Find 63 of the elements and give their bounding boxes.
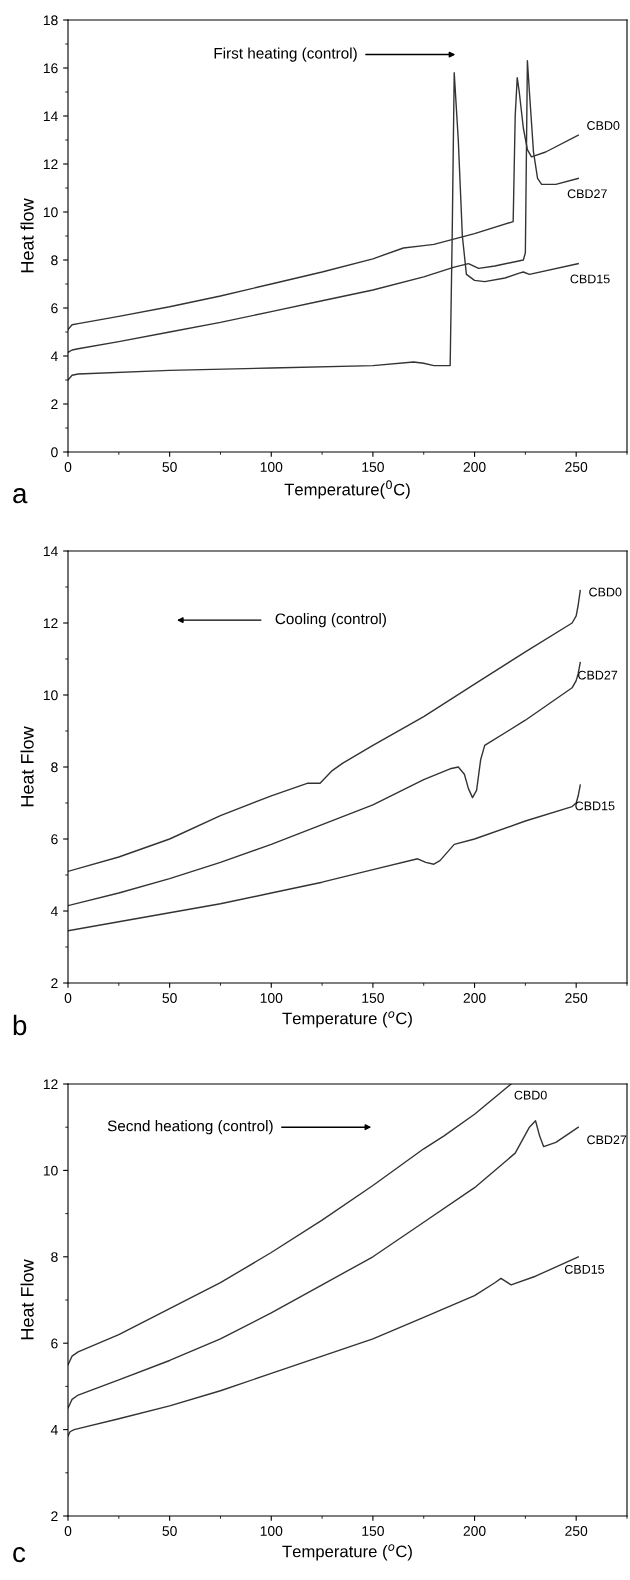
series-label: CBD0 (589, 587, 622, 597)
y-tick-label: 6 (51, 834, 58, 845)
x-tick-label: 0 (64, 993, 72, 1003)
series-label: CBD0 (514, 1090, 547, 1100)
x-tick-label: 50 (162, 462, 177, 472)
y-tick-label: 10 (43, 207, 58, 218)
y-tick-label: 12 (43, 618, 58, 629)
y-tick-label: 10 (43, 690, 58, 701)
y-tick-label: 2 (51, 399, 58, 410)
x-tick-label: 50 (162, 1526, 177, 1536)
series-label: CBD27 (567, 189, 607, 199)
y-tick-label: 4 (50, 906, 58, 917)
annotation: Cooling (control) (275, 613, 386, 628)
y-tick-label: 8 (51, 255, 58, 266)
text: a (13, 488, 28, 504)
y-tick-label: 4 (50, 351, 58, 362)
y-tick-label: 4 (50, 1425, 58, 1435)
x-tick-label: 200 (463, 1526, 486, 1536)
x-tick-label: 0 (64, 462, 72, 472)
x-tick-label: 250 (565, 993, 588, 1003)
x-tick-label: 250 (565, 462, 588, 472)
series-label: CBD15 (564, 1264, 605, 1274)
y-tick-label: 14 (43, 546, 58, 557)
x-axis-title: Temperature ($^{o}$C) (282, 1544, 412, 1561)
y-tick-label: 10 (43, 1165, 58, 1176)
y-tick-label: 8 (51, 1252, 58, 1262)
y-tick-label: 6 (51, 1338, 58, 1349)
x-axis-title: Temperature($^{0}$C) (284, 480, 410, 499)
y-tick-label: 6 (51, 303, 58, 314)
series-label: CBD27 (587, 1135, 627, 1145)
annotation: Secnd heationg (control) (107, 1120, 273, 1135)
text: b (13, 1014, 27, 1036)
x-tick-label: 150 (362, 462, 384, 472)
y-tick-label: 2 (51, 978, 58, 989)
y-tick-label: 12 (43, 1079, 58, 1090)
x-tick-label: 100 (260, 1526, 283, 1536)
y-axis-title: Heat Flow (20, 1259, 34, 1340)
text: c (13, 1547, 26, 1563)
x-tick-label: 100 (260, 993, 283, 1003)
y-tick-label: 18 (43, 15, 58, 26)
line-series (68, 1084, 512, 1366)
y-tick-label: 16 (43, 63, 58, 74)
series-label: CBD15 (570, 274, 610, 284)
y-axis-title: Heat flow (20, 198, 34, 273)
y-axis-title: Heat Flow (20, 726, 34, 807)
series-label: CBD0 (587, 121, 620, 130)
x-tick-label: 50 (162, 993, 177, 1003)
y-tick-label: 14 (43, 111, 58, 122)
x-tick-label: 250 (565, 1526, 588, 1536)
x-tick-label: 0 (64, 1526, 72, 1536)
annotation: First heating (control) (214, 47, 357, 62)
y-tick-label: 2 (51, 1511, 58, 1522)
y-tick-label: 8 (51, 762, 58, 773)
y-tick-label: 0 (51, 447, 58, 458)
x-tick-label: 150 (362, 1526, 384, 1536)
series-label: CBD27 (578, 670, 618, 680)
y-tick-label: 12 (43, 159, 58, 170)
x-tick-label: 150 (362, 993, 384, 1003)
x-tick-label: 100 (260, 462, 283, 472)
series-label: CBD15 (575, 801, 615, 811)
x-tick-label: 200 (463, 993, 486, 1003)
x-tick-label: 200 (463, 462, 486, 472)
x-axis-title: Temperature ($^{o}$C) (282, 1011, 412, 1028)
